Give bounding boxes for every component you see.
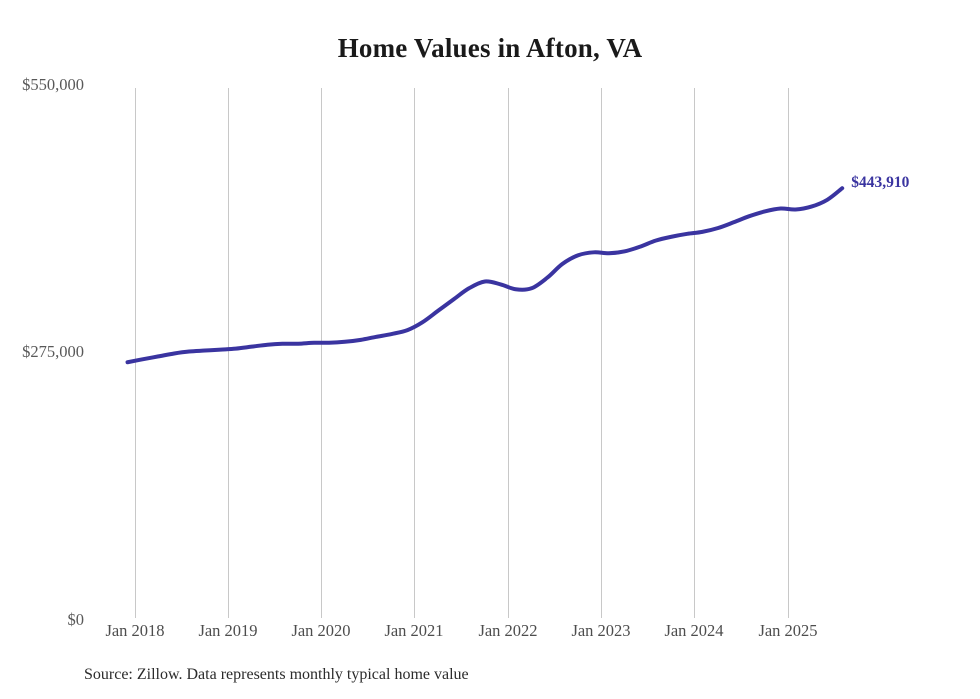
x-axis-tick-label-jan-2019: Jan 2019 — [198, 621, 258, 640]
x-axis-tick-label-jan-2018: Jan 2018 — [105, 621, 165, 640]
y-axis-tick-label-0: $0 — [67, 610, 85, 629]
gridline-jan-2022 — [508, 88, 509, 618]
gridline-jan-2025 — [788, 88, 789, 618]
gridline-jan-2020 — [321, 88, 322, 618]
x-axis-tick-label-jan-2023: Jan 2023 — [571, 621, 631, 640]
x-axis-tick-label-jan-2022: Jan 2022 — [478, 621, 538, 640]
gridline-jan-2023 — [601, 88, 602, 618]
source-note: Source: Zillow. Data represents monthly … — [84, 666, 469, 683]
x-axis-tick-label-jan-2024: Jan 2024 — [664, 621, 724, 640]
x-axis-tick-label-jan-2020: Jan 2020 — [291, 621, 351, 640]
y-axis-tick-label-550000: $550,000 — [22, 75, 84, 94]
y-axis-tick-label-275000: $275,000 — [22, 342, 84, 361]
gridline-jan-2024 — [694, 88, 695, 618]
gridline-jan-2018 — [135, 88, 136, 618]
x-axis-tick-label-jan-2025: Jan 2025 — [758, 621, 818, 640]
series-line-typical-home-value — [125, 186, 845, 365]
page-title: Home Values in Afton, VA — [337, 33, 643, 63]
end-value-annotation: $443,910 — [851, 174, 910, 192]
x-axis-tick-label-jan-2021: Jan 2021 — [384, 621, 444, 640]
gridline-jan-2021 — [414, 88, 415, 618]
gridline-jan-2019 — [228, 88, 229, 618]
